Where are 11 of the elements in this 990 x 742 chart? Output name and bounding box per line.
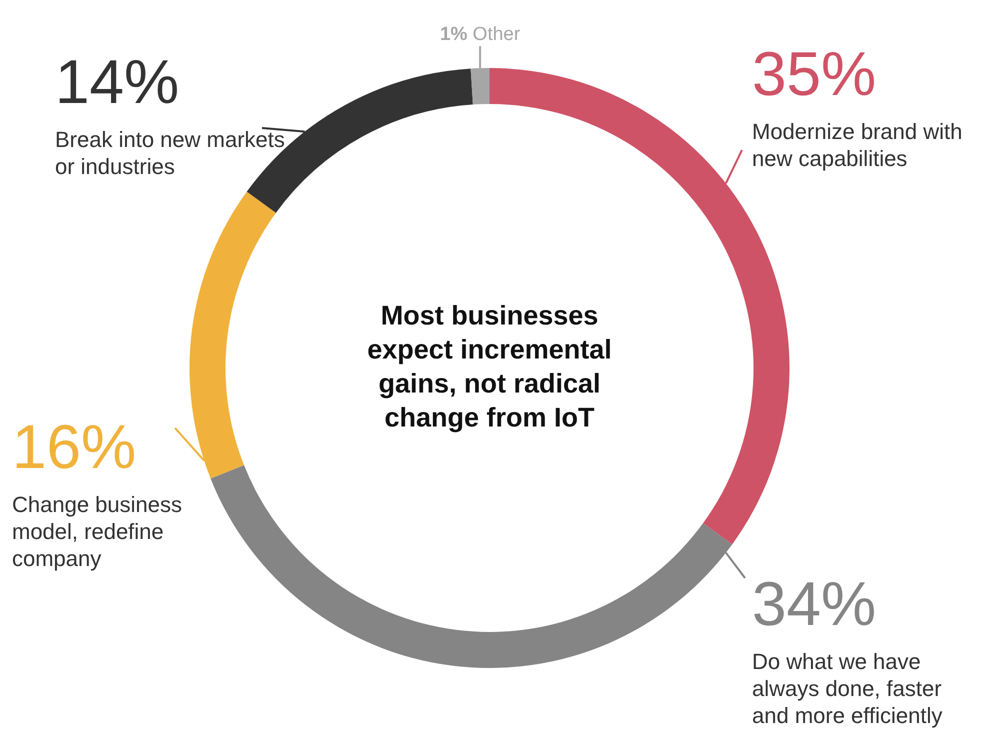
data-label: 34% (752, 570, 876, 639)
text: Most businesses expect incremental gains, not radical change from IoT (367, 300, 612, 432)
slice-label: Do what we have always done, faster and more efficiently (752, 649, 942, 728)
data-label: 1% (440, 24, 473, 46)
slice-label: Break into new markets or industries (55, 127, 285, 179)
slice-label: Modernize brand with new capabilities (752, 119, 962, 171)
data-label: 16% (12, 413, 136, 482)
data-label: 35% (752, 40, 876, 109)
slice-label: Change business model, redefine company (12, 492, 182, 571)
slice-label: Other (472, 24, 521, 46)
data-label: 14% (55, 48, 180, 117)
